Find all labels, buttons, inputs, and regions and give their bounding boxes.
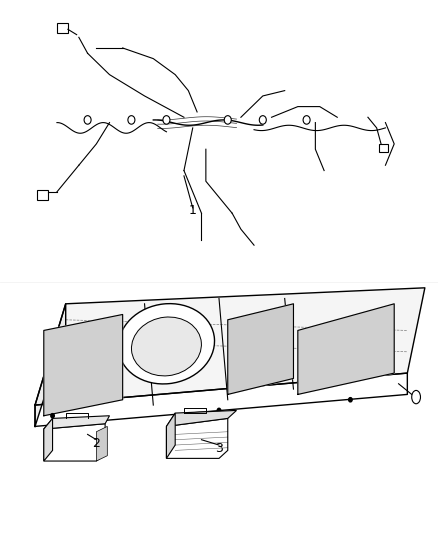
Circle shape <box>349 398 352 402</box>
Polygon shape <box>35 373 407 426</box>
Polygon shape <box>166 413 175 458</box>
Ellipse shape <box>412 390 420 404</box>
Polygon shape <box>35 288 425 405</box>
Text: 2: 2 <box>92 437 100 450</box>
Polygon shape <box>44 314 123 416</box>
Ellipse shape <box>131 317 201 376</box>
Polygon shape <box>228 304 293 394</box>
Polygon shape <box>298 304 394 394</box>
Circle shape <box>217 408 221 413</box>
FancyBboxPatch shape <box>379 144 388 152</box>
Polygon shape <box>44 416 110 429</box>
Text: 3: 3 <box>215 442 223 455</box>
Text: 1: 1 <box>189 204 197 217</box>
Circle shape <box>303 116 310 124</box>
Circle shape <box>128 116 135 124</box>
Circle shape <box>259 116 266 124</box>
Ellipse shape <box>118 304 215 384</box>
Circle shape <box>84 116 91 124</box>
Polygon shape <box>44 424 105 461</box>
Polygon shape <box>166 418 228 458</box>
Polygon shape <box>44 418 53 461</box>
Circle shape <box>51 414 54 418</box>
FancyBboxPatch shape <box>57 23 68 33</box>
FancyBboxPatch shape <box>37 190 48 200</box>
Circle shape <box>163 116 170 124</box>
Polygon shape <box>35 304 66 426</box>
Circle shape <box>224 116 231 124</box>
Polygon shape <box>166 410 237 426</box>
Polygon shape <box>96 426 107 461</box>
